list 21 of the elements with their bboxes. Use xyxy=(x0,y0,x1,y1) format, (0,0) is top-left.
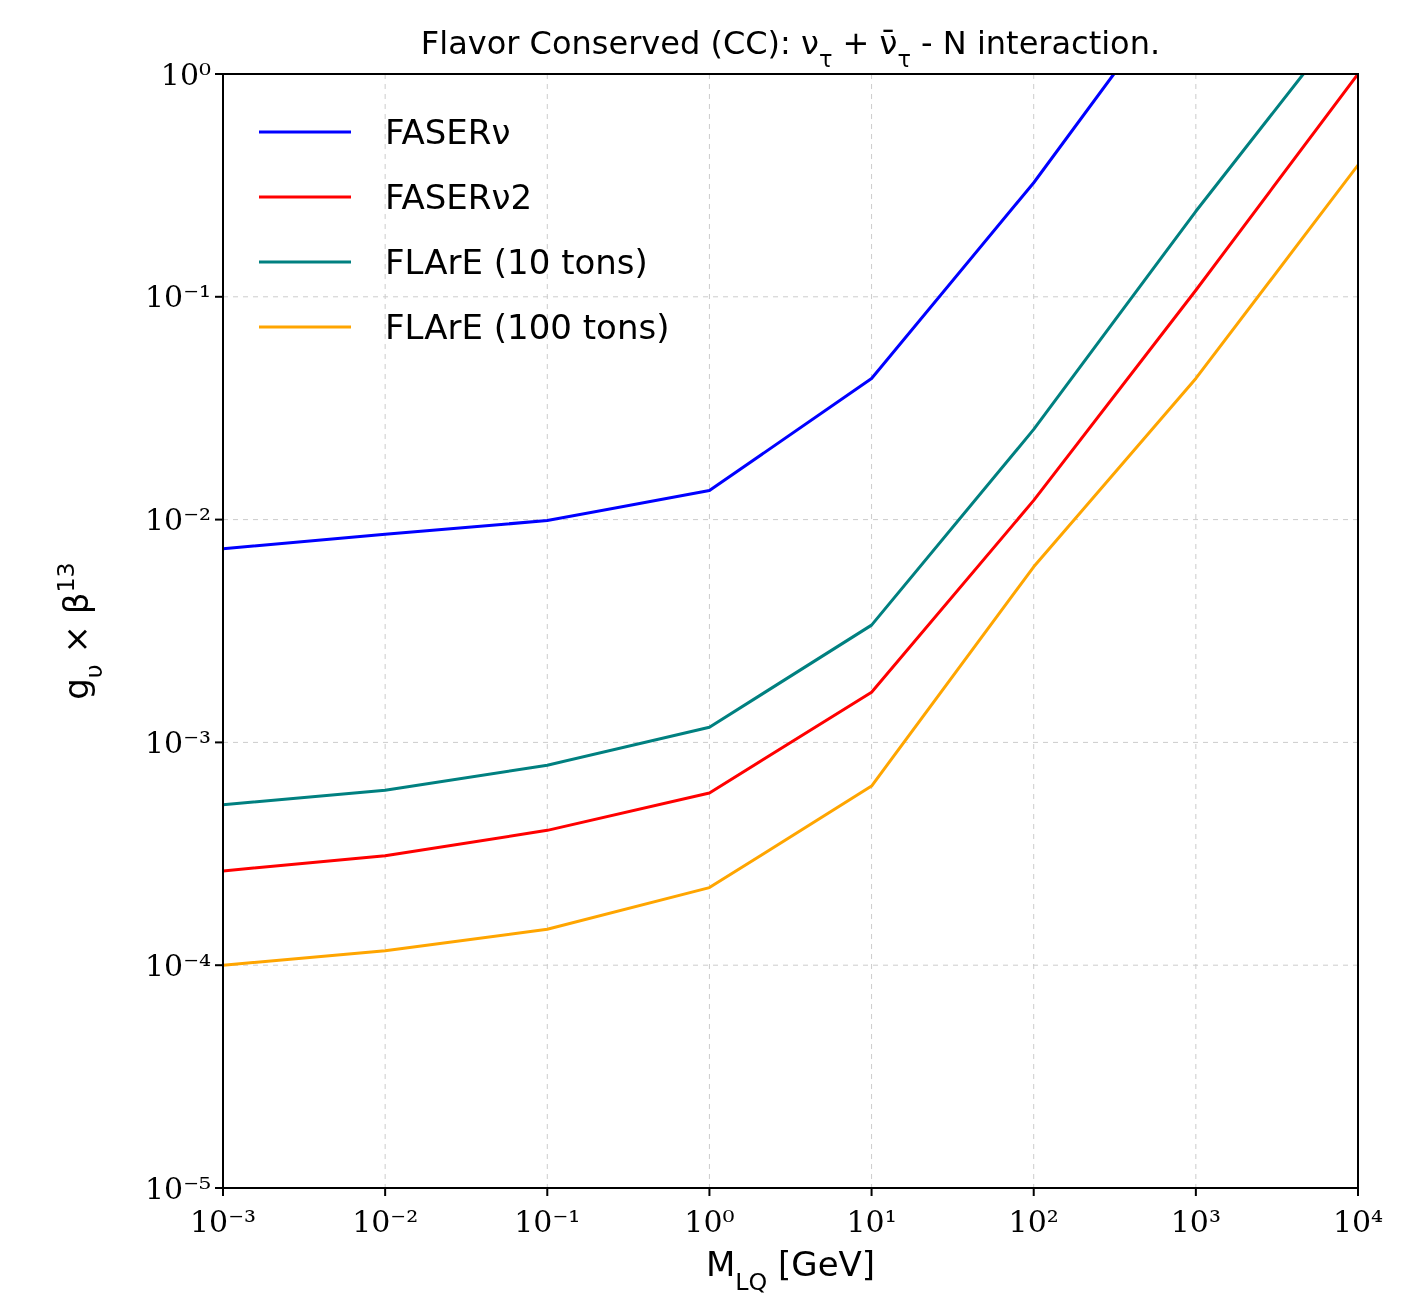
x-tick-label: 10³ xyxy=(1170,1204,1221,1239)
legend-label: FASERν xyxy=(385,111,511,152)
x-axis-title: M$_{LQ}$ [GeV] xyxy=(705,1244,876,1296)
legend-label: FASERν2 xyxy=(385,176,533,217)
chart-title: Flavor Conserved (CC): ν$_{τ}$ + ν̄$_{τ}$ - N interaction. xyxy=(420,24,1161,72)
line-series xyxy=(223,163,1358,967)
x-tick-label: 10⁻² xyxy=(352,1204,419,1239)
y-tick-label: 10⁻⁵ xyxy=(144,1170,211,1206)
x-tick-label: 10¹ xyxy=(846,1204,897,1239)
y-tick-label: 10⁻⁴ xyxy=(144,947,211,983)
y-tick-label: 10⁻³ xyxy=(144,724,211,760)
x-tick-label: 10⁻³ xyxy=(189,1204,257,1239)
x-tick-label: 10⁰ xyxy=(684,1204,735,1239)
x-tick-label: 10² xyxy=(1008,1204,1059,1239)
y-tick-label: 10⁻² xyxy=(144,502,211,538)
y-tick-label: 10⁻¹ xyxy=(144,279,211,315)
y-tick-label: 10⁰ xyxy=(160,56,211,92)
legend-label: FLArE (100 tons) xyxy=(385,306,670,347)
x-tick-label: 10⁻¹ xyxy=(514,1204,581,1239)
legend-label: FLArE (10 tons) xyxy=(385,241,648,282)
x-tick-label: 10⁴ xyxy=(1332,1204,1384,1239)
